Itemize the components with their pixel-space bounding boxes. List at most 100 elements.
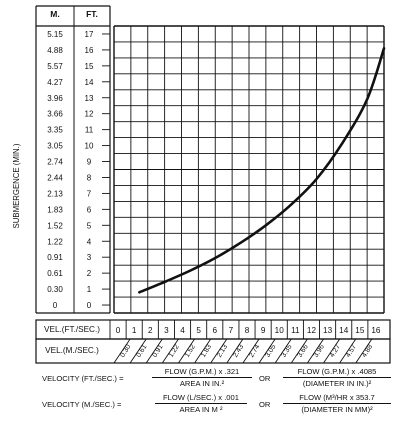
submergence-curve — [138, 47, 386, 294]
formula-m-area-fraction: FLOW (L/SEC.) x .001 AREA IN M ² — [155, 392, 247, 415]
y-tick-feet: 12 — [85, 110, 94, 119]
velocity-formulas: VELOCITY (FT./SEC.) = FLOW (G.P.M.) x .3… — [0, 366, 400, 418]
x-tick-m: 0.61 — [135, 343, 148, 358]
y-tick-feet: 2 — [87, 269, 92, 278]
formula-row-m: VELOCITY (M./SEC.) = FLOW (L/SEC.) x .00… — [0, 392, 400, 418]
y-tick-feet: 10 — [85, 142, 94, 151]
y-tick-feet: 17 — [85, 30, 94, 39]
x-tick-ft: 5 — [196, 326, 201, 335]
y-tick-feet: 14 — [85, 78, 94, 87]
formula-m-area-denominator: AREA IN M ² — [179, 405, 223, 414]
y-tick-meters: 1.83 — [47, 205, 63, 214]
x-ticks-ft: 0 1 2 3 4 5 6 7 8 9 10 11 12 13 14 15 16 — [109, 320, 381, 339]
x-tick-m: 2.74 — [248, 343, 261, 358]
x-cell-diagonal — [355, 338, 373, 364]
formula-ft-area-fraction: FLOW (G.P.M.) x .321 AREA IN IN.² — [152, 366, 252, 389]
x-tick-m: 1.22 — [168, 343, 181, 358]
x-cell-diagonal — [258, 338, 276, 364]
formula-ft-diameter-numerator: FLOW (G.P.M.) x .4085 — [283, 366, 391, 378]
y-tick-feet: 7 — [87, 189, 92, 198]
y-tick-meters: 4.27 — [47, 78, 63, 87]
y-tick-feet: 3 — [87, 253, 92, 262]
x-tick-m: 2.13 — [216, 343, 229, 358]
x-tick-ft: 14 — [339, 326, 349, 335]
y-tick-meters: 0.91 — [47, 253, 63, 262]
x-cell-diagonal — [339, 338, 357, 364]
y-tick-meters: 1.22 — [47, 237, 63, 246]
formula-m-or: OR — [259, 400, 271, 409]
x-cell-diagonal — [161, 338, 179, 364]
x-cell-diagonal — [226, 338, 244, 364]
x-tick-m: 4.27 — [329, 343, 342, 358]
vel-m-row-label: VEL.(M./SEC.) — [45, 346, 99, 355]
x-tick-ft: 13 — [323, 326, 333, 335]
meters-header: M. — [50, 9, 59, 19]
x-tick-m: 3.05 — [264, 343, 277, 358]
y-tick-meters: 2.74 — [47, 158, 63, 167]
x-cell-diagonal — [242, 338, 260, 364]
formula-m-lhs: VELOCITY (M./SEC.) = — [42, 400, 122, 409]
y-tick-meters: 1.52 — [47, 221, 63, 230]
x-tick-m: 3.96 — [313, 343, 326, 358]
y-tick-meters: 0.30 — [47, 285, 63, 294]
x-tick-ft: 9 — [261, 326, 266, 335]
formula-ft-diameter-fraction: FLOW (G.P.M.) x .4085 (DIAMETER IN IN.)² — [283, 366, 391, 389]
table-frame — [35, 5, 391, 364]
y-ticks-meters: 5.15 4.88 5.57 4.27 3.96 3.66 3.35 3.05 2.74 2.44… — [47, 30, 63, 310]
y-axis-label: SUBMERGENCE (MIN.) — [12, 143, 21, 228]
plot-grid — [113, 25, 385, 314]
y-tick-feet: 0 — [87, 301, 92, 310]
y-tick-meters: 5.57 — [47, 62, 63, 71]
x-tick-ft: 3 — [164, 326, 169, 335]
y-tick-meters: 2.13 — [47, 189, 63, 198]
formula-m-area-numerator: FLOW (L/SEC.) x .001 — [155, 392, 247, 404]
x-cell-diagonal — [307, 338, 324, 364]
x-tick-ft: 4 — [180, 326, 185, 335]
x-tick-m: 1.83 — [200, 343, 213, 358]
x-cell-diagonal — [194, 338, 212, 364]
x-cell-diagonal — [129, 338, 147, 364]
x-tick-ft: 15 — [355, 326, 365, 335]
y-tick-feet: 13 — [85, 94, 94, 103]
formula-m-diameter-denominator: (DIAMETER IN MM)² — [301, 405, 373, 414]
x-tick-m: 4.57 — [345, 343, 358, 358]
x-tick-m: 0.30 — [119, 343, 132, 358]
y-tick-meters: 0.61 — [47, 269, 63, 278]
y-tick-feet: 6 — [87, 205, 92, 214]
y-tick-meters: 3.96 — [47, 94, 63, 103]
y-tick-meters: 4.88 — [47, 46, 63, 55]
y-tick-feet: 4 — [87, 237, 92, 246]
x-tick-ft: 0 — [116, 326, 121, 335]
formula-ft-area-denominator: AREA IN IN.² — [179, 379, 225, 388]
vel-m-row-box — [35, 338, 391, 364]
y-tick-feet: 1 — [87, 285, 92, 294]
submergence-chart: SUBMERGENCE (MIN.) M. FT. VEL.(FT./SEC.)… — [12, 5, 391, 364]
x-cell-diagonal — [178, 338, 195, 364]
x-cell-diagonal — [323, 338, 341, 364]
x-cell-diagonal — [274, 338, 292, 364]
y-tick-feet: 8 — [87, 173, 92, 182]
formula-ft-diameter-denominator: (DIAMETER IN IN.)² — [302, 379, 372, 388]
formula-m-diameter-numerator: FLOW (M³/HR x 353.7 — [283, 392, 391, 404]
formula-row-ft: VELOCITY (FT./SEC.) = FLOW (G.P.M.) x .3… — [0, 366, 400, 392]
x-tick-ft: 10 — [275, 326, 285, 335]
x-tick-m: 1.52 — [184, 343, 197, 358]
formula-ft-or: OR — [259, 374, 271, 383]
formula-ft-lhs: VELOCITY (FT./SEC.) = — [42, 374, 124, 383]
feet-header: FT. — [86, 9, 98, 19]
x-tick-m: 3.66 — [297, 343, 310, 358]
x-cell-diagonal — [290, 338, 308, 364]
y-tick-meters: 0 — [53, 301, 58, 310]
x-ticks-m: 0.30 0.61 0.91 1.22 1.52 1.83 2.13 2.43 2.74 3.05… — [113, 338, 374, 364]
x-cell-diagonal — [113, 338, 131, 364]
x-tick-m: 0.91 — [152, 343, 165, 358]
x-tick-m: 3.35 — [280, 343, 293, 358]
formula-ft-area-numerator: FLOW (G.P.M.) x .321 — [152, 366, 252, 378]
x-tick-ft: 16 — [371, 326, 381, 335]
y-tick-feet: 5 — [87, 221, 92, 230]
vel-ft-row-label: VEL.(FT./SEC.) — [44, 325, 100, 334]
x-tick-ft: 1 — [132, 326, 137, 335]
x-tick-ft: 2 — [148, 326, 153, 335]
y-tick-meters: 3.05 — [47, 142, 63, 151]
